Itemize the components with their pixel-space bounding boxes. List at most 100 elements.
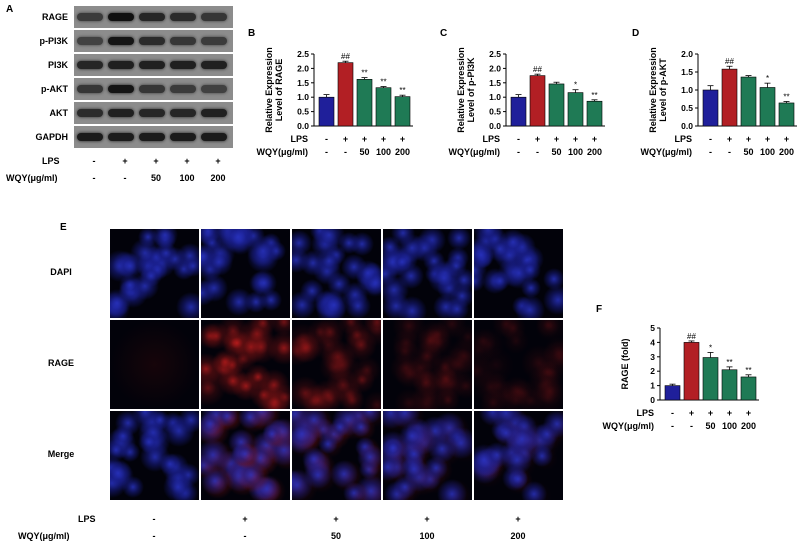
wb-band: [77, 61, 103, 69]
if-wqy-value: -: [152, 531, 156, 541]
wqy-value: 200: [741, 421, 756, 431]
if-image-cell: [110, 229, 199, 318]
bar: [318, 96, 335, 127]
panel-letter-c: C: [440, 28, 448, 39]
wqy-value: -: [325, 147, 328, 157]
wb-band: [108, 133, 134, 141]
wqy-value: -: [690, 421, 693, 431]
wb-band: [139, 37, 165, 45]
if-lps-value: +: [515, 514, 521, 524]
lps-row-title: LPS: [290, 134, 308, 144]
y-axis-label-line1: Relative Expression: [264, 47, 274, 133]
lps-value: -: [709, 134, 712, 144]
y-tick-label: 2.5: [297, 49, 309, 59]
wb-band: [139, 85, 165, 93]
wqy-row-title: WQY(μg/ml): [641, 147, 693, 157]
wqy-value: 100: [376, 147, 391, 157]
bar-chart-rage: 0.0 0.5 1.0 1.5 2.0 2.5 Relative Expression Lev…: [257, 47, 413, 157]
lps-value: +: [784, 134, 789, 144]
y-tick-label: 0: [650, 395, 655, 405]
significance-mark: **: [361, 69, 367, 78]
bar: [510, 96, 527, 127]
if-lps-title: LPS: [78, 514, 96, 524]
panel-letter-e: E: [60, 222, 67, 233]
wb-lps-value: +: [215, 156, 221, 166]
wb-row-label: RAGE: [41, 12, 68, 22]
y-axis-label-line2: Level of RAGE: [274, 59, 284, 122]
lps-value: +: [381, 134, 386, 144]
wb-wqy-value: 100: [179, 173, 195, 183]
wb-band: [77, 13, 103, 21]
wqy-value: 200: [587, 147, 602, 157]
wqy-row-title: WQY(μg/ml): [603, 421, 655, 431]
significance-mark: **: [745, 366, 751, 375]
panel-letter-a: A: [6, 4, 14, 15]
wb-row-label: PI3K: [47, 60, 68, 70]
y-tick-label: 1.5: [489, 78, 501, 88]
lps-value: +: [592, 134, 597, 144]
if-lps-value: -: [152, 514, 156, 524]
if-row-label: DAPI: [50, 267, 72, 277]
y-tick-label: 1: [650, 381, 655, 391]
bar: [375, 87, 392, 127]
wb-band: [139, 133, 165, 141]
bar: [664, 385, 681, 401]
wb-wqy-value: -: [92, 173, 96, 183]
wb-row-label: p-AKT: [41, 84, 68, 94]
wb-band: [108, 13, 134, 21]
lps-value: +: [343, 134, 348, 144]
wqy-value: -: [709, 147, 712, 157]
lps-value: +: [727, 408, 732, 418]
lps-value: +: [765, 134, 770, 144]
lps-value: -: [517, 134, 520, 144]
wb-row-label: p-PI3K: [39, 36, 68, 46]
bar: [394, 96, 411, 127]
bar: [337, 62, 354, 127]
y-tick-label: 1.0: [297, 92, 309, 102]
wb-band: [201, 37, 227, 45]
lps-value: +: [746, 134, 751, 144]
lps-value: +: [573, 134, 578, 144]
wb-band: [201, 85, 227, 93]
if-image-cell: [201, 411, 290, 500]
wb-band: [170, 61, 196, 69]
wb-band: [108, 109, 134, 117]
y-axis-label-line1: Relative Expression: [456, 47, 466, 133]
significance-mark: ##: [725, 57, 734, 66]
significance-mark: ##: [687, 332, 696, 341]
bar: [778, 102, 795, 127]
bar: [759, 87, 776, 127]
if-wqy-value: 100: [419, 531, 435, 541]
if-image-cell: [474, 411, 563, 500]
if-wqy-title: WQY(μg/ml): [18, 531, 70, 541]
wb-band: [77, 37, 103, 45]
wb-band: [201, 109, 227, 117]
wb-band: [108, 61, 134, 69]
if-image-cell: [292, 229, 381, 318]
if-image-cell: [110, 320, 199, 409]
if-wqy-value: 200: [510, 531, 526, 541]
if-image-cell: [383, 411, 472, 500]
wqy-value: -: [671, 421, 674, 431]
lps-value: -: [325, 134, 328, 144]
y-axis-label: RAGE (fold): [620, 339, 630, 390]
lps-row-title: LPS: [674, 134, 692, 144]
wqy-value: 100: [760, 147, 775, 157]
wb-band: [139, 61, 165, 69]
wqy-value: 100: [722, 421, 737, 431]
y-tick-label: 1.0: [489, 92, 501, 102]
bar: [702, 357, 719, 401]
wb-band: [77, 85, 103, 93]
bar: [356, 79, 373, 127]
y-tick-label: 1.0: [681, 85, 693, 95]
y-axis-label-line2: Level of p-PI3K: [466, 57, 476, 123]
if-image-cell: [383, 320, 472, 409]
bar: [567, 92, 584, 127]
significance-mark: **: [783, 93, 789, 102]
y-tick-label: 0.5: [681, 103, 693, 113]
y-tick-label: 1.5: [297, 78, 309, 88]
if-wqy-value: 50: [330, 531, 341, 541]
lps-value: +: [362, 134, 367, 144]
significance-mark: *: [766, 74, 769, 83]
significance-mark: **: [591, 91, 597, 100]
